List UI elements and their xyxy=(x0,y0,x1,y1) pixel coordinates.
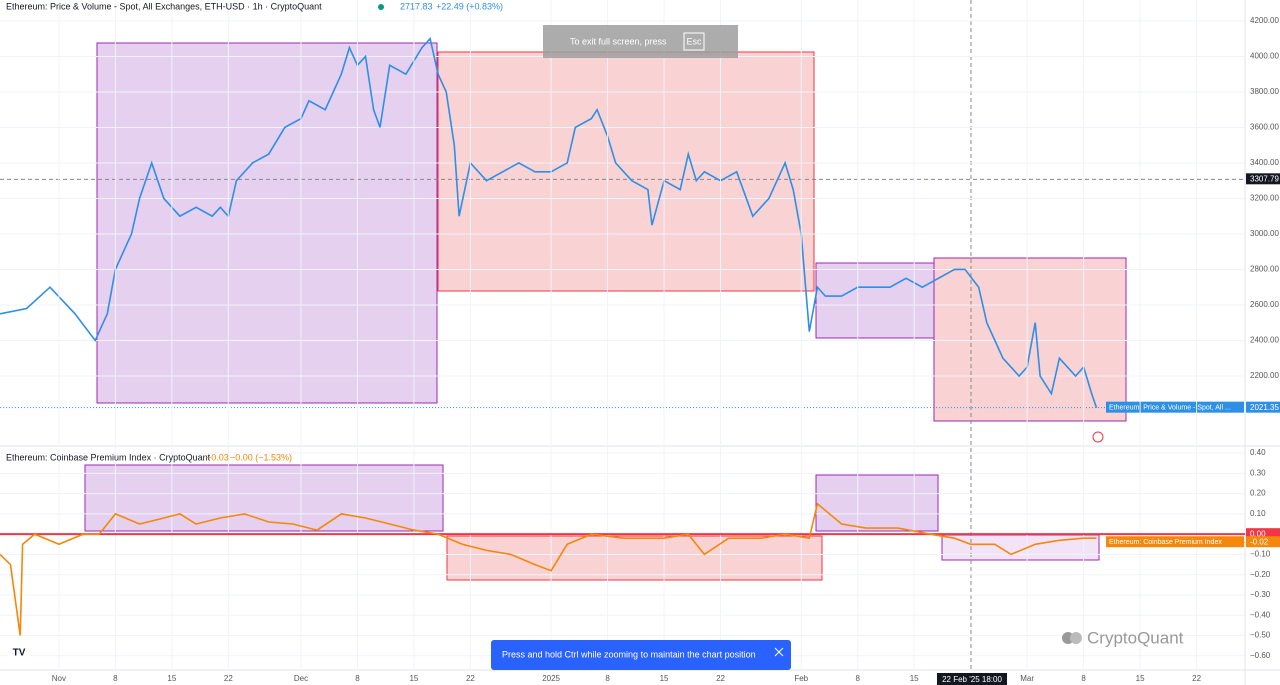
price: 2717.83 xyxy=(400,1,433,11)
price-line xyxy=(0,502,1097,636)
zoom-toast[interactable]: Press and hold Ctrl while zooming to mai… xyxy=(491,640,791,670)
zone-box xyxy=(96,42,438,404)
x-tick-label: Mar xyxy=(1020,674,1034,683)
y-tick-label: 2200.00 xyxy=(1250,371,1279,380)
series-tag xyxy=(1106,536,1244,548)
x-tick-label: 22 xyxy=(466,674,475,683)
axis-tag-text: 3307.79 xyxy=(1250,174,1279,183)
change: +22.49 (+0.83%) xyxy=(436,1,503,11)
x-tick-label: 15 xyxy=(409,674,418,683)
header: Ethereum: Price & Volume - Spot, All Exc… xyxy=(6,1,503,462)
y-tick-label: 0.40 xyxy=(1250,448,1266,457)
y-tick-label: 4000.00 xyxy=(1250,52,1279,61)
fullscreen-toast: To exit full screen, press Esc xyxy=(543,25,738,58)
zone-box xyxy=(815,262,935,339)
y-tick-label: −0.20 xyxy=(1250,570,1271,579)
y-tick-label: 0.10 xyxy=(1250,509,1266,518)
y-tick-label: 3200.00 xyxy=(1250,194,1279,203)
tv-logo xyxy=(8,643,30,661)
zone-box xyxy=(815,474,939,532)
chart-title: Ethereum: Price & Volume - Spot, All Exc… xyxy=(6,1,322,11)
zone-box xyxy=(933,257,1127,422)
logo-icon xyxy=(1070,632,1082,644)
x-tick-label: Dec xyxy=(294,674,308,683)
y-tick-label: 3400.00 xyxy=(1250,158,1279,167)
axis-tag xyxy=(1246,173,1280,185)
key: Esc xyxy=(686,36,702,46)
x-tick-label: 15 xyxy=(167,674,176,683)
y-tick-label: −0.40 xyxy=(1250,610,1271,619)
axis-tag-text: 2021.35 xyxy=(1250,403,1279,412)
x-tick-label: 22 xyxy=(1192,674,1201,683)
y-tick-label: −0.60 xyxy=(1250,651,1271,660)
toast-bg xyxy=(491,640,791,670)
close-icon[interactable] xyxy=(774,647,784,657)
x-tick-label: 22 xyxy=(224,674,233,683)
y-tick-label: 2600.00 xyxy=(1250,300,1279,309)
logo: CryptoQuant xyxy=(1062,628,1184,647)
key-box xyxy=(683,32,705,51)
x-tick-label: 8 xyxy=(113,674,118,683)
series-tag xyxy=(1106,401,1244,413)
status-dot xyxy=(378,4,384,10)
y-tick-label: 0.30 xyxy=(1250,468,1266,477)
zone-box xyxy=(437,51,815,292)
alert-icon xyxy=(1092,431,1104,443)
x-tick-label: 2025 xyxy=(542,674,560,683)
axis-tag xyxy=(1246,528,1280,540)
x-tick-label: 15 xyxy=(910,674,919,683)
x-tick-label: 15 xyxy=(660,674,669,683)
annotations xyxy=(84,42,1127,581)
y-tick-label: −0.10 xyxy=(1250,550,1271,559)
x-tick-label: 8 xyxy=(855,674,860,683)
y-tick-label: 3000.00 xyxy=(1250,229,1279,238)
toast-text: To exit full screen, press xyxy=(570,36,667,46)
axis-tag-text: -0.02 xyxy=(1250,537,1269,546)
y-tick-label: −0.50 xyxy=(1250,631,1271,640)
y-tick-label: 3600.00 xyxy=(1250,123,1279,132)
y-tick-label: 2800.00 xyxy=(1250,265,1279,274)
zone-box xyxy=(446,535,823,581)
time-tag xyxy=(937,673,1007,685)
logo-text: CryptoQuant xyxy=(1087,628,1184,647)
crosshair-time: 22 Feb '25 18:00 xyxy=(942,675,1002,684)
y-tick-label: 2400.00 xyxy=(1250,336,1279,345)
price-line xyxy=(0,37,1098,408)
toast-bg xyxy=(543,25,738,58)
change: −0.00 (−1.53%) xyxy=(230,452,292,462)
x-tick-label: Feb xyxy=(794,674,808,683)
pane-title: Ethereum: Coinbase Premium Index · Crypt… xyxy=(6,452,211,462)
axis-tag xyxy=(1246,536,1280,548)
series-tag-text: Ethereum: Coinbase Premium Index xyxy=(1109,539,1222,546)
x-tick-label: 8 xyxy=(1081,674,1086,683)
series-tag-text: Ethereum: Price & Volume - Spot, All ... xyxy=(1109,405,1231,412)
y-tick-label: 3800.00 xyxy=(1250,87,1279,96)
y-tick-label: 4200.00 xyxy=(1250,16,1279,25)
tv-logo-text: TV xyxy=(13,648,26,659)
y-tick-label: −0.30 xyxy=(1250,590,1271,599)
toast-text: Press and hold Ctrl while zooming to mai… xyxy=(502,649,756,659)
x-tick-label: 8 xyxy=(355,674,360,683)
x-tick-label: 22 xyxy=(716,674,725,683)
y-tick-label: 0.20 xyxy=(1250,489,1266,498)
axis-tag xyxy=(1246,401,1280,413)
current: −0.03 xyxy=(206,452,229,462)
x-tick-label: Nov xyxy=(52,674,66,683)
x-tick-label: 15 xyxy=(1136,674,1145,683)
axis-tag-text: 0.00 xyxy=(1250,529,1266,538)
x-tick-label: 8 xyxy=(605,674,610,683)
